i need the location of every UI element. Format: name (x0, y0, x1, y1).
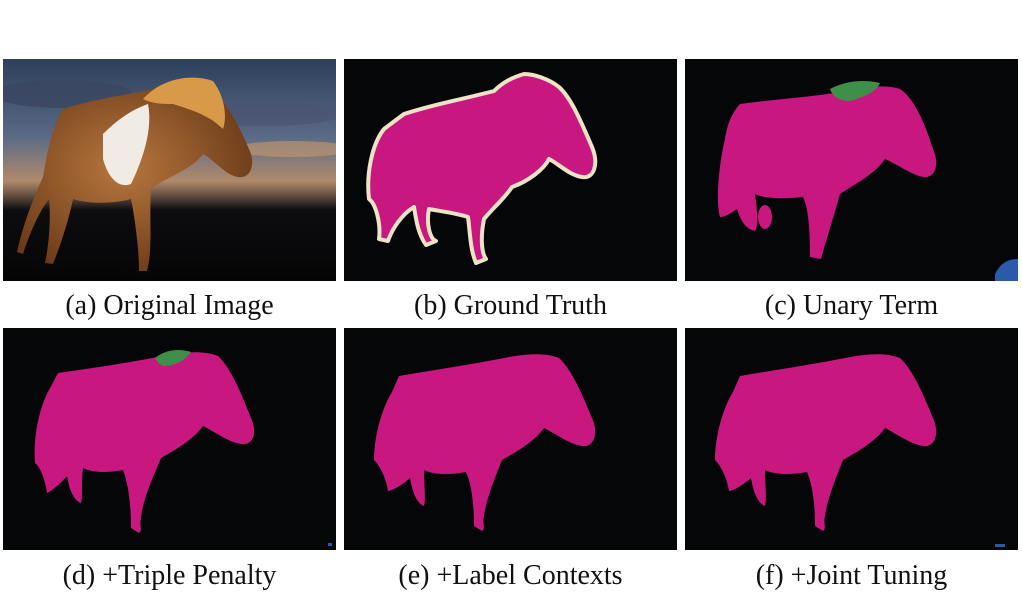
caption-unary-term: (c) Unary Term (764, 290, 939, 321)
triple-penalty-mask (34, 350, 332, 546)
horse-label-region (717, 86, 937, 259)
unary-term-mask (717, 81, 1018, 281)
third-label-region (995, 259, 1018, 281)
triple-penalty-panel (3, 328, 336, 550)
ground-truth-mask (366, 72, 598, 265)
joint-tuning-mask (715, 354, 1005, 547)
horse-figure (17, 77, 253, 271)
ground-truth-panel (344, 59, 677, 281)
second-label-region (155, 350, 191, 366)
caption-joint-tuning: (f) +Joint Tuning (755, 560, 948, 591)
caption-label-contexts: (e) +Label Contexts (398, 560, 623, 591)
caption-triple-penalty: (d) +Triple Penalty (62, 560, 277, 591)
caption-ground-truth: (b) Ground Truth (414, 290, 607, 321)
original-image-panel (3, 59, 336, 281)
horse-photo (3, 59, 336, 281)
joint-tuning-panel (685, 328, 1018, 550)
unary-term-panel (685, 59, 1018, 281)
horse-label-region (715, 354, 937, 531)
label-contexts-panel (344, 328, 677, 550)
horse-label-region (34, 352, 255, 533)
second-label-region (830, 81, 880, 101)
horse-label-region (374, 354, 596, 531)
horse-label-region (366, 72, 598, 265)
label-contexts-mask (374, 354, 596, 531)
caption-original-image: (a) Original Image (65, 290, 274, 321)
